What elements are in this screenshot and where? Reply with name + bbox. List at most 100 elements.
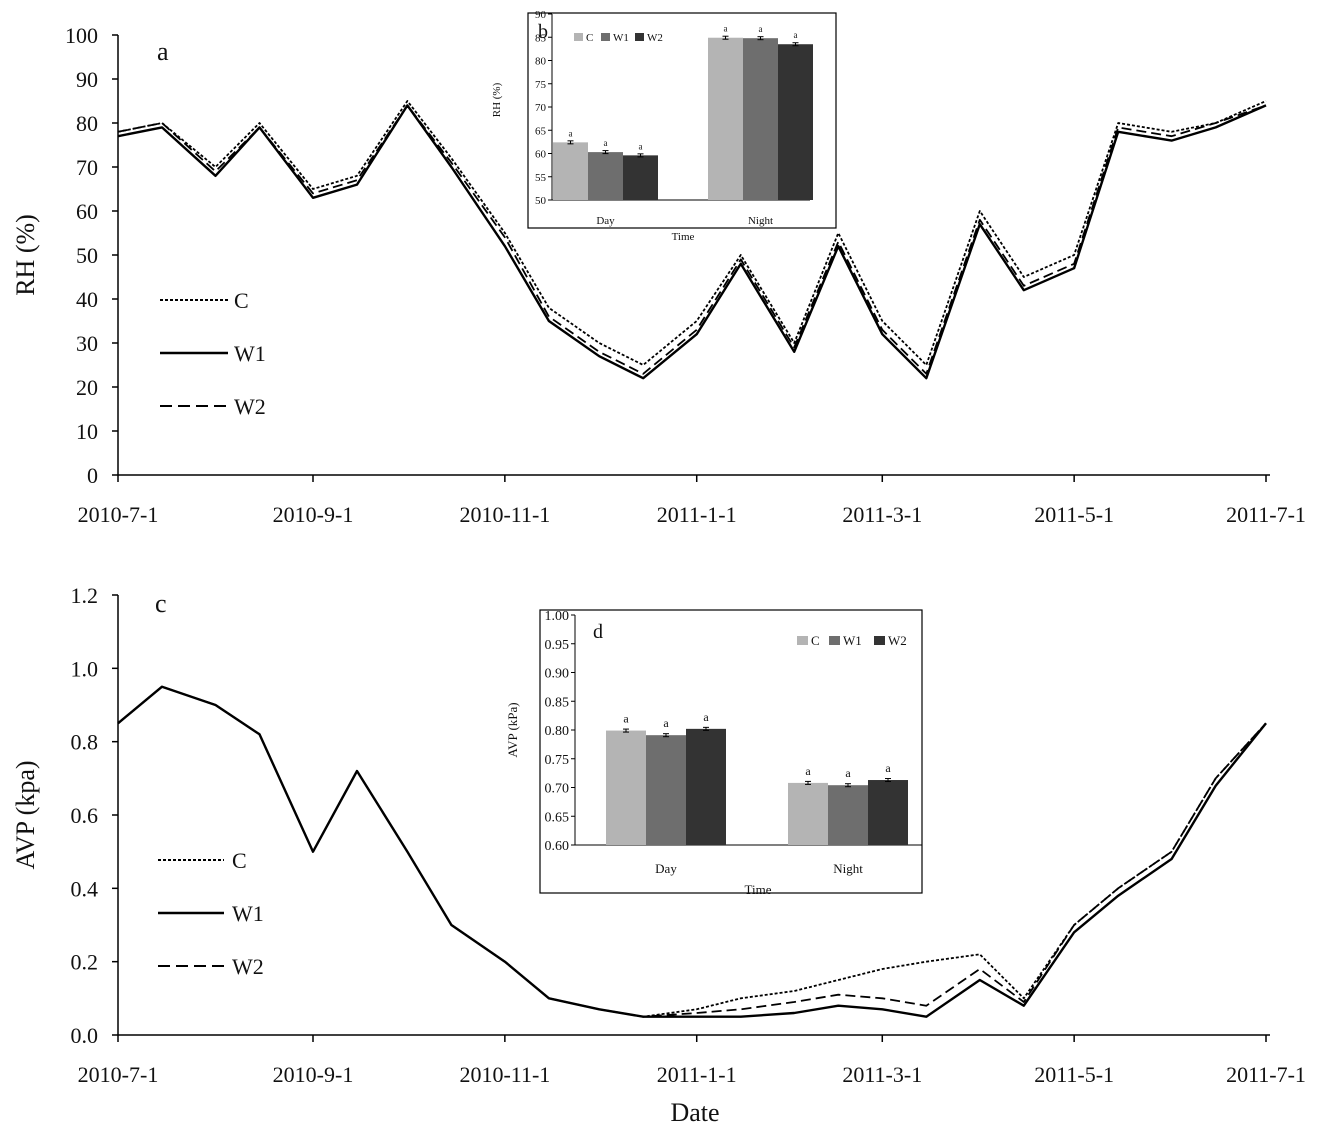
y-tick-label: 40 bbox=[76, 287, 98, 312]
significance-letter: a bbox=[703, 710, 709, 724]
panel-b-inset: b RH (%) Time 50 55 60 65 70 75 80 85 90 a a a a aa … bbox=[491, 9, 837, 243]
y-tick-label: 80 bbox=[535, 56, 547, 68]
significance-letter: a bbox=[794, 30, 798, 40]
y-tick-label: 60 bbox=[535, 149, 547, 161]
panel-a-series bbox=[117, 100, 1267, 380]
bar-w1-night bbox=[828, 785, 868, 845]
y-tick-label: 1.2 bbox=[71, 583, 99, 608]
panel-a-ylabel: RH (%) bbox=[11, 214, 40, 296]
legend-w1-swatch bbox=[829, 636, 840, 645]
category-label: Day bbox=[655, 861, 677, 876]
panel-a-label: a bbox=[157, 37, 169, 66]
significance-letter: a bbox=[845, 766, 851, 780]
significance-letter: a bbox=[663, 716, 669, 730]
significance-letter: a bbox=[805, 764, 811, 778]
y-tick-label: 70 bbox=[76, 155, 98, 180]
x-tick-label: 2011-7-1 bbox=[1226, 1062, 1306, 1087]
y-tick-label: 75 bbox=[535, 79, 547, 91]
legend-w2-label: W2 bbox=[647, 32, 663, 44]
legend-c-label: C bbox=[586, 32, 593, 44]
panel-c-y-ticks: 0.0 0.2 0.4 0.6 0.8 1.0 1.2 bbox=[71, 583, 118, 1048]
y-tick-label: 0.70 bbox=[545, 782, 570, 797]
panel-d-ylabel: AVP (kPa) bbox=[505, 702, 520, 757]
x-tick-label: 2010-11-1 bbox=[459, 1062, 550, 1087]
y-tick-label: 0.85 bbox=[545, 695, 570, 710]
x-tick-label: 2011-3-1 bbox=[842, 1062, 922, 1087]
panel-b-ylabel: RH (%) bbox=[491, 82, 503, 117]
panel-d-legend: C W1 W2 bbox=[797, 633, 907, 648]
panel-a: a RH (%) 0 10 20 30 40 50 60 70 80 90 100 2010-7-1… bbox=[11, 23, 1306, 527]
y-tick-label: 1.0 bbox=[71, 656, 99, 681]
series-w2-line bbox=[117, 685, 1267, 1018]
bar-w1-day bbox=[646, 735, 686, 845]
legend-w1-label: W1 bbox=[234, 341, 266, 366]
x-tick-label: 2010-9-1 bbox=[273, 1062, 354, 1087]
bar-c-day bbox=[553, 142, 588, 200]
y-tick-label: 80 bbox=[76, 111, 98, 136]
bar-w1-night bbox=[743, 38, 778, 201]
significance-letter: a bbox=[623, 712, 629, 726]
panel-d-y-ticks: 0.60 0.65 0.70 0.75 0.80 0.85 0.90 0.95 1.00 bbox=[545, 609, 575, 854]
legend-w1-label: W1 bbox=[232, 901, 264, 926]
significance-letter: a bbox=[759, 24, 763, 34]
y-tick-label: 90 bbox=[76, 67, 98, 92]
panel-d-bars: a a a a a a bbox=[606, 710, 908, 845]
y-tick-label: 0.95 bbox=[545, 638, 570, 653]
bar-w1-day bbox=[588, 152, 623, 200]
category-label: Night bbox=[833, 861, 863, 876]
y-tick-label: 0.90 bbox=[545, 667, 570, 682]
significance-letter: a bbox=[885, 761, 891, 775]
bar-w2-night bbox=[778, 44, 813, 200]
legend-w2-swatch bbox=[874, 636, 885, 645]
y-tick-label: 60 bbox=[76, 199, 98, 224]
x-tick-label: 2010-7-1 bbox=[78, 502, 159, 527]
panel-c-legend: C W1 W2 bbox=[158, 848, 264, 979]
panel-c-ylabel: AVP (kpa) bbox=[11, 760, 40, 869]
y-tick-label: 50 bbox=[535, 195, 547, 207]
bar-c-day bbox=[606, 730, 646, 845]
bar-c-night bbox=[788, 782, 828, 845]
y-tick-label: 0 bbox=[87, 463, 98, 488]
legend-w2-label: W2 bbox=[888, 633, 907, 648]
legend-w2-label: W2 bbox=[234, 394, 266, 419]
y-tick-label: 0.0 bbox=[71, 1023, 99, 1048]
legend-c-swatch bbox=[574, 33, 583, 41]
panel-b-categories: Day Night bbox=[596, 215, 773, 227]
y-tick-label: 0.4 bbox=[71, 876, 99, 901]
panel-b-label: b bbox=[538, 21, 548, 43]
x-tick-label: 2010-9-1 bbox=[273, 502, 354, 527]
y-tick-label: 0.80 bbox=[545, 724, 570, 739]
y-tick-label: 1.00 bbox=[545, 609, 570, 624]
legend-c-swatch bbox=[797, 636, 808, 645]
x-tick-label: 2011-1-1 bbox=[657, 1062, 737, 1087]
panel-c-label: c bbox=[155, 589, 167, 618]
panel-b-bars: a a a a a a bbox=[553, 24, 813, 201]
y-tick-label: 0.75 bbox=[545, 753, 570, 768]
y-tick-label: 0.2 bbox=[71, 950, 99, 975]
panel-b-legend: C W1 W2 bbox=[574, 32, 663, 44]
legend-w1-label: W1 bbox=[843, 633, 862, 648]
bar-c-night bbox=[708, 37, 743, 201]
y-tick-label: 90 bbox=[535, 9, 547, 21]
panel-a-legend: C W1 W2 bbox=[160, 288, 266, 419]
x-tick-label: 2011-5-1 bbox=[1034, 502, 1114, 527]
x-tick-label: 2011-1-1 bbox=[657, 502, 737, 527]
panel-d-label: d bbox=[593, 621, 603, 643]
y-tick-label: 55 bbox=[535, 172, 547, 184]
y-tick-label: 100 bbox=[65, 23, 98, 48]
y-tick-label: 20 bbox=[76, 375, 98, 400]
y-tick-label: 30 bbox=[76, 331, 98, 356]
y-tick-label: 65 bbox=[535, 125, 547, 137]
y-tick-label: 10 bbox=[76, 419, 98, 444]
legend-w1-label: W1 bbox=[613, 32, 629, 44]
legend-w2-label: W2 bbox=[232, 954, 264, 979]
significance-letter: a bbox=[604, 138, 608, 148]
significance-letter: a bbox=[724, 24, 728, 34]
x-tick-label: 2010-7-1 bbox=[78, 1062, 159, 1087]
significance-letter: a bbox=[639, 141, 643, 151]
panel-d-frame bbox=[539, 609, 923, 894]
legend-w2-swatch bbox=[635, 33, 644, 41]
panel-a-x-ticks: 2010-7-1 2010-9-1 2010-11-1 2011-1-1 2011-3-… bbox=[78, 475, 1306, 527]
category-label: Night bbox=[748, 215, 773, 227]
